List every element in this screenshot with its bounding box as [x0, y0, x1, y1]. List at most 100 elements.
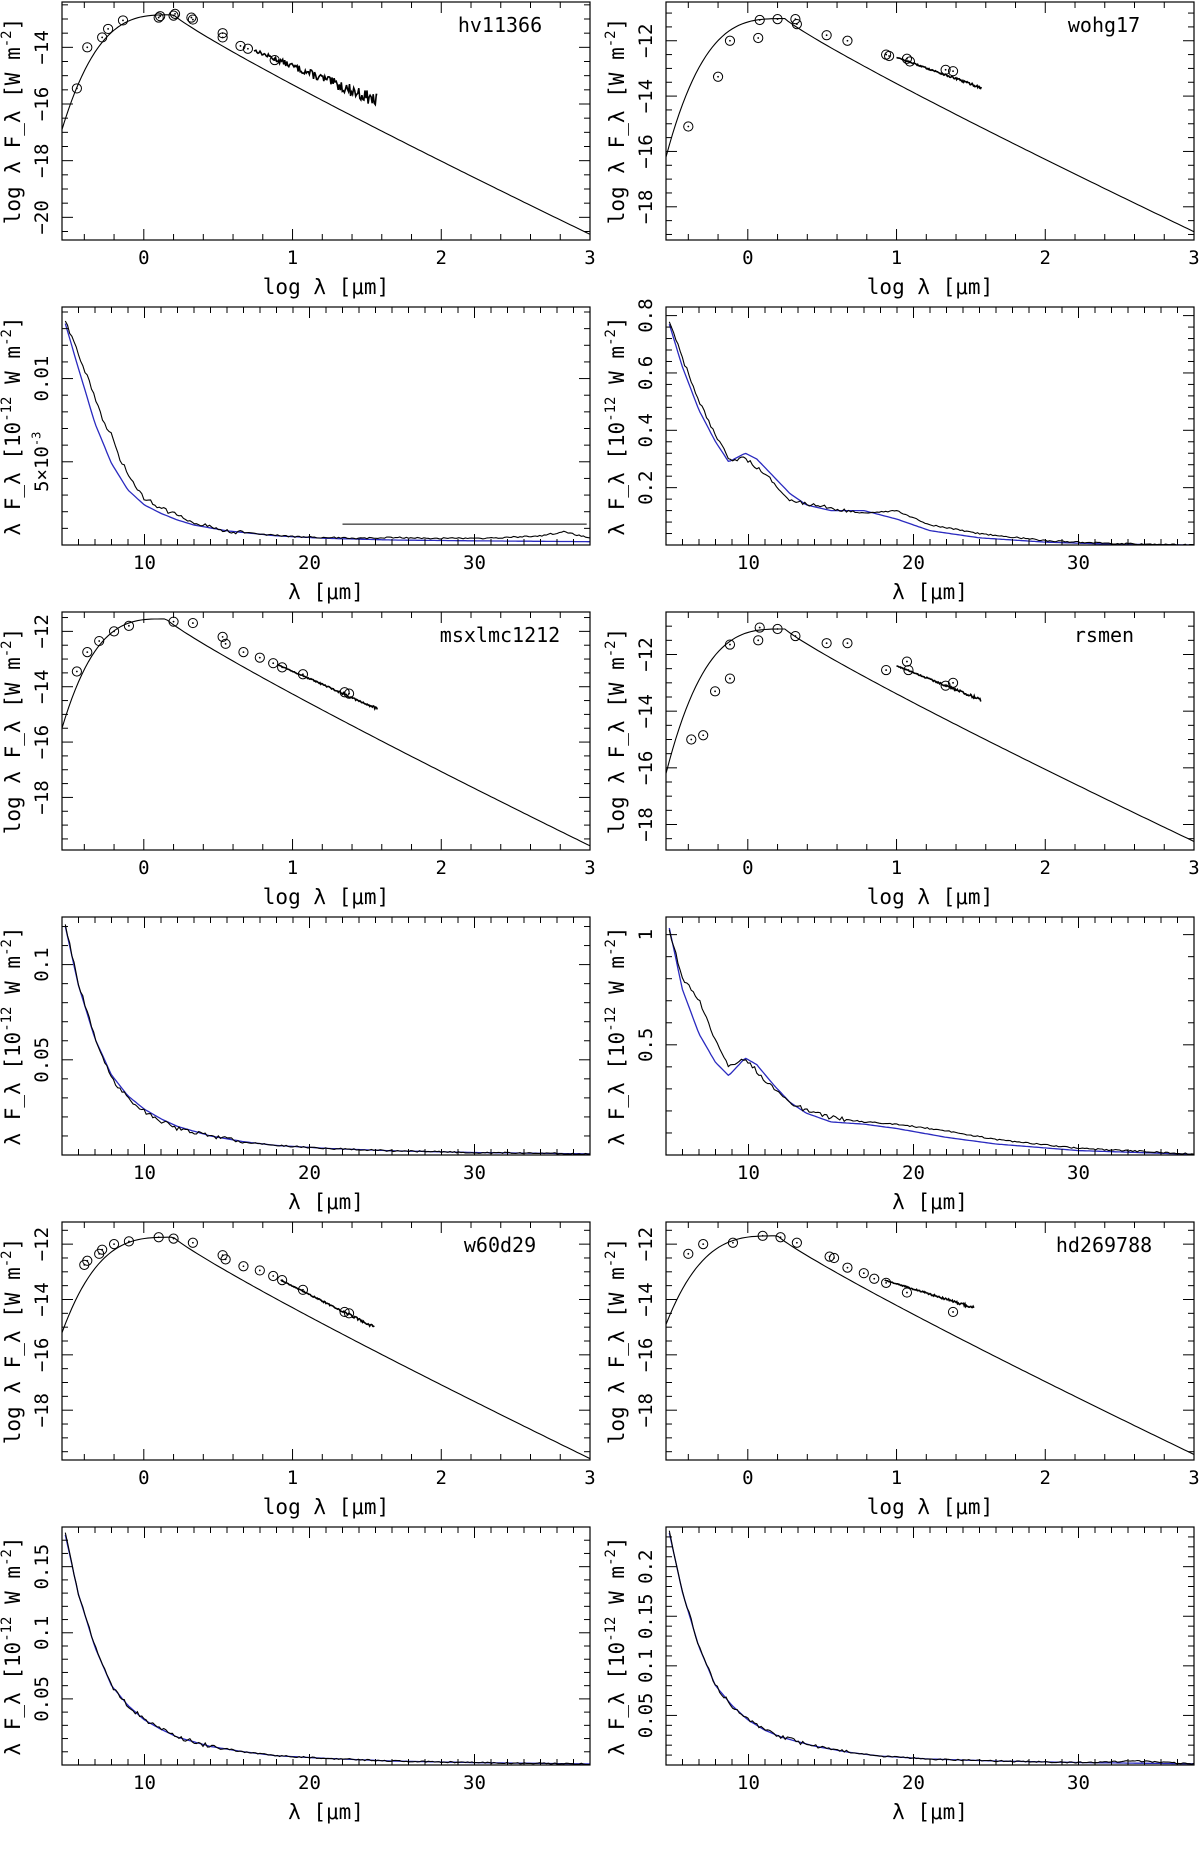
x-tick-label: 2: [436, 247, 447, 269]
photometry-point: [842, 35, 853, 46]
x-tick-label: 1: [891, 857, 902, 879]
photometry-point: [82, 1255, 93, 1266]
panel-4: 10 20 30 0.8 0.6 0.4 0.2 λ [μm] λ F_λ [10-12​ W …: [603, 298, 1195, 604]
y-axis-label: log λ F_λ [W m-2​]: [0, 1238, 25, 1445]
photometry-point-center: [732, 1241, 734, 1244]
photometry-point: [683, 121, 694, 132]
photometry-point: [254, 652, 265, 663]
y-tick-label: −14: [31, 670, 53, 704]
photometry-point: [268, 658, 279, 669]
photometry-point-center: [86, 651, 89, 654]
x-tick-label: 30: [1067, 1162, 1090, 1184]
photometry-point-center: [174, 13, 176, 15]
x-tick-label: 30: [463, 1772, 486, 1794]
photometry-point: [858, 1268, 869, 1279]
photometry-point: [724, 35, 736, 46]
photometry-point: [947, 1306, 959, 1318]
y-tick-label: −18: [31, 144, 53, 178]
y-tick-label: 0.05: [31, 1676, 53, 1722]
plot-area: [668, 927, 1194, 1155]
photometry-point: [277, 1275, 288, 1286]
axes-frame: [665, 1, 1195, 241]
photometry-point-center: [258, 1269, 261, 1272]
y-tick-label: 0.15: [635, 1593, 657, 1639]
photometry-point-center: [687, 125, 690, 128]
model-sed-line: [666, 628, 1194, 842]
x-tick-label: 0: [742, 247, 753, 269]
y-tick-label: −14: [635, 1282, 657, 1316]
photometry-point-center: [846, 642, 849, 645]
photometry-point-center: [157, 1236, 160, 1239]
plot-area: [64, 1532, 590, 1765]
photometry-point-center: [281, 666, 284, 669]
x-tick-label: 0: [138, 247, 149, 269]
x-axis-label: λ [μm]: [288, 1190, 364, 1214]
y-axis-label: λ F_λ [10-12​ W m-2​]: [0, 316, 25, 535]
model-sed-line: [666, 18, 1194, 233]
photometry-point-center: [714, 690, 716, 693]
panel-3: 10 20 30 0.01 5×10-3​ λ [μm] λ F_λ [10-12​ W m…: [0, 306, 591, 604]
x-axis-label: log λ [μm]: [867, 1495, 993, 1519]
photometry-point-center: [888, 55, 890, 57]
model-spectrum-line: [668, 927, 1194, 1155]
x-axis-label: log λ [μm]: [867, 885, 993, 909]
y-tick-label: 0.1: [31, 947, 53, 981]
photometry-point: [186, 12, 197, 23]
photometry-point: [757, 1230, 768, 1241]
photometry-point-center: [190, 16, 193, 19]
x-tick-label: 0: [742, 1467, 753, 1489]
photometry-point: [842, 1262, 853, 1273]
x-tick-label: 2: [436, 1467, 447, 1489]
y-tick-label: 5×10-3​: [29, 432, 53, 492]
y-tick-label: 0.01: [31, 356, 53, 402]
photometry-point: [254, 1265, 265, 1276]
photometry-point-center: [75, 670, 78, 673]
photometry-point-center: [794, 635, 797, 637]
y-tick-label: −20: [31, 200, 53, 234]
photometry-point-center: [952, 1311, 954, 1313]
y-axis-label: log λ F_λ [W m-2​]: [0, 18, 25, 225]
observed-spectrum-line: [884, 1279, 975, 1309]
y-tick-label: −14: [635, 79, 657, 113]
x-tick-label: 3: [1188, 247, 1199, 269]
photometry-point-center: [776, 18, 779, 21]
photometry-point: [220, 638, 231, 649]
x-tick-label: 3: [1188, 1467, 1199, 1489]
photometry-point: [153, 12, 164, 23]
photometry-point: [947, 677, 959, 688]
y-tick-label: −12: [31, 614, 53, 648]
model-spectrum-line: [668, 324, 1194, 545]
photometry-point-center: [758, 626, 761, 629]
photometry-point-center: [885, 53, 888, 56]
y-axis-label: log λ F_λ [W m-2​]: [603, 18, 629, 225]
photometry-point: [242, 43, 254, 54]
y-tick-label: −14: [635, 694, 657, 728]
photometry-point-center: [757, 639, 760, 642]
x-tick-label: 3: [1188, 857, 1199, 879]
x-tick-label: 20: [902, 552, 925, 574]
y-tick-label: 0.2: [635, 1550, 657, 1584]
photometry-point: [775, 1232, 786, 1243]
plot-area: [666, 622, 1194, 842]
photometry-point-center: [302, 673, 304, 676]
photometry-point: [940, 680, 951, 691]
x-tick-label: 2: [1040, 857, 1051, 879]
photometry-point-center: [98, 640, 101, 642]
photometry-point-center: [952, 681, 954, 684]
x-tick-label: 20: [298, 1162, 321, 1184]
photometry-point: [238, 647, 249, 658]
photometry-point: [217, 32, 228, 43]
photometry-point-center: [687, 1252, 690, 1255]
photometry-point-center: [221, 636, 224, 638]
x-axis-label: log λ [μm]: [263, 1495, 389, 1519]
photometry-point-center: [242, 651, 245, 654]
photometry-point: [220, 1254, 231, 1265]
x-tick-label: 20: [902, 1772, 925, 1794]
object-name: w60d29: [464, 1233, 536, 1257]
photometry-point-center: [833, 1257, 835, 1259]
photometry-point: [881, 1277, 892, 1288]
photometry-point: [754, 14, 765, 26]
photometry-point-center: [191, 18, 194, 21]
photometry-point: [683, 1248, 694, 1259]
